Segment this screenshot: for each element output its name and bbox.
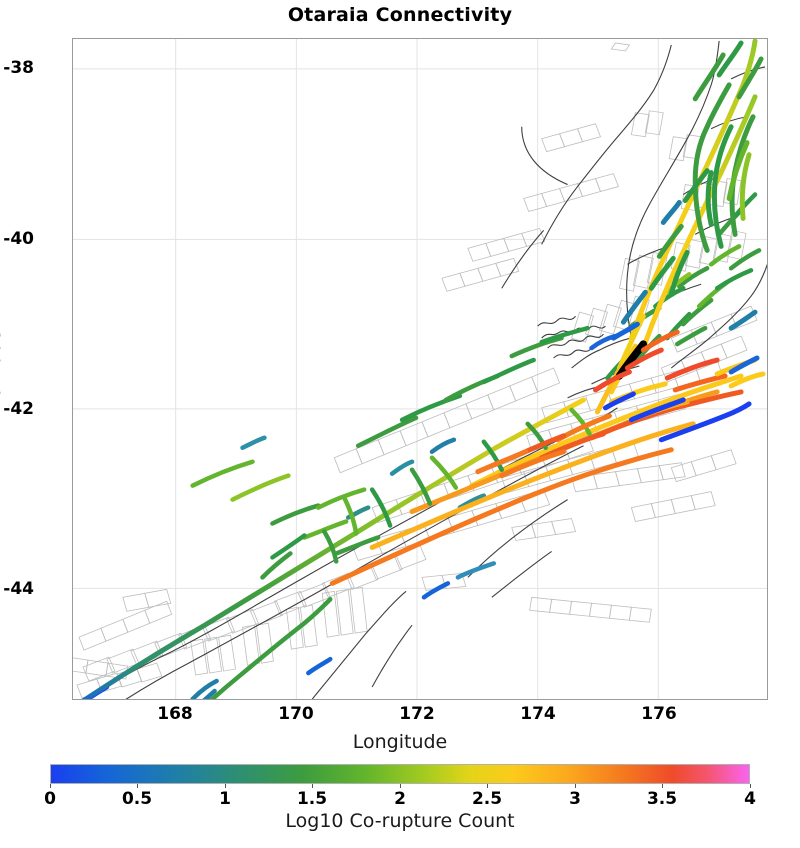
y-axis-label: Latitude — [0, 329, 5, 409]
colorbar-tick — [312, 784, 313, 788]
chart-title: Otaraia Connectivity — [287, 4, 513, 26]
y-tick-label: -42 — [3, 399, 34, 419]
map-svg — [73, 39, 767, 699]
x-tick-label: 176 — [641, 704, 677, 724]
colorbar[interactable]: 0 0.5 1 1.5 2 2.5 3 3.5 4 — [44, 764, 756, 809]
colorbar-tick — [50, 784, 51, 788]
colorbar-tick-label: 1 — [219, 789, 231, 809]
y-tick-label: -38 — [3, 58, 34, 78]
y-tick-label: -40 — [3, 229, 34, 249]
colorbar-tick — [575, 784, 576, 788]
colorbar-tick — [225, 784, 226, 788]
colorbar-tick — [662, 784, 663, 788]
colorbar-tick-label: 2 — [394, 789, 406, 809]
fault-traces-high — [475, 329, 680, 475]
gridlines — [73, 39, 767, 699]
coastline — [87, 40, 767, 699]
colorbar-tick-label: 0 — [44, 789, 56, 809]
x-tick-label: 172 — [399, 704, 435, 724]
map-plot-area[interactable] — [72, 38, 768, 700]
colorbar-tick — [400, 784, 401, 788]
colorbar-tick — [750, 784, 751, 788]
y-tick-label: -44 — [3, 579, 34, 599]
x-tick-label: 174 — [520, 704, 556, 724]
colorbar-tick — [137, 784, 138, 788]
colorbar-tick-label: 3.5 — [646, 789, 678, 809]
colorbar-tick-label: 1.5 — [296, 789, 328, 809]
colorbar-gradient — [50, 764, 750, 784]
colorbar-tick-label: 0.5 — [121, 789, 153, 809]
x-tick-label: 170 — [278, 704, 314, 724]
fault-traces-offshore — [602, 200, 760, 443]
colorbar-tick-label: 4 — [744, 789, 756, 809]
fault-traces-mid — [190, 192, 762, 580]
x-tick-label: 168 — [157, 704, 193, 724]
colorbar-tick-label: 2.5 — [471, 789, 503, 809]
hikurangi-fault-traces — [594, 39, 764, 415]
x-axis-label: Longitude — [352, 731, 448, 753]
alpine-fault-trace — [81, 397, 587, 699]
fault-traces-low — [83, 333, 618, 699]
colorbar-label: Log10 Co-rupture Count — [285, 810, 515, 832]
colorbar-tick-label: 3 — [569, 789, 581, 809]
colorbar-tick — [487, 784, 488, 788]
